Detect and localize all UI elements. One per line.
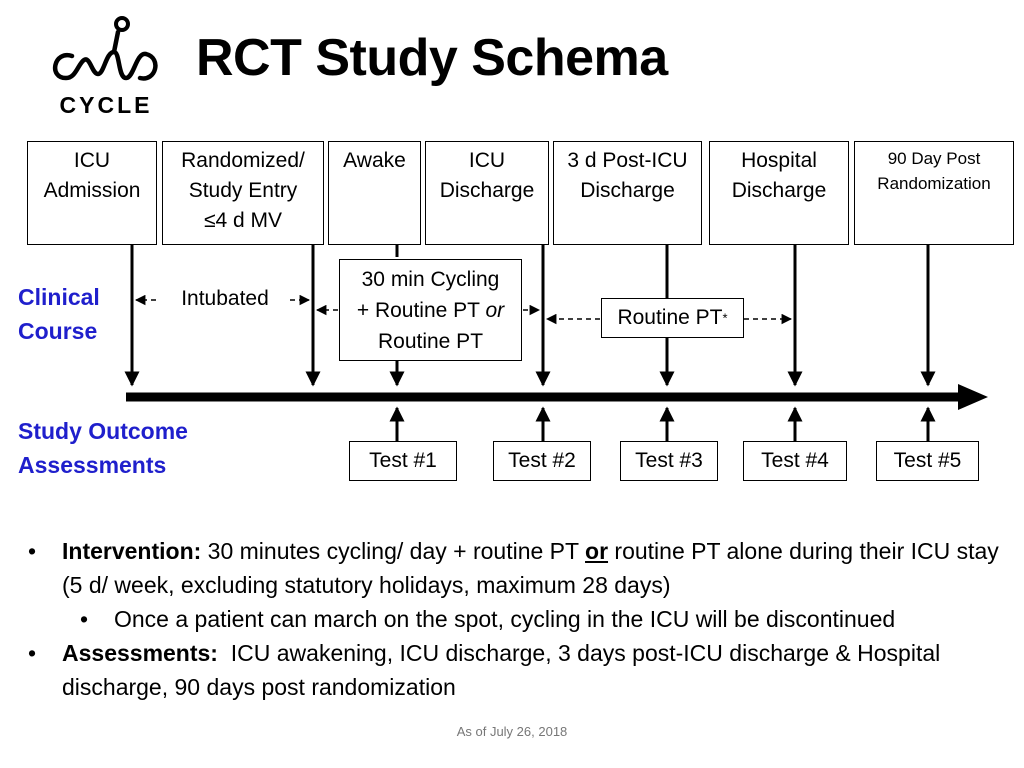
- cyclist-icon: [52, 16, 158, 81]
- intervention-text-b: routine PT alone during their ICU stay (…: [62, 538, 999, 598]
- timepoint-line: Awake: [343, 149, 406, 172]
- assessments-text: ICU awakening, ICU discharge, 3 days pos…: [62, 640, 947, 700]
- intervention-or-emphasis: or: [585, 538, 609, 564]
- page-title: RCT Study Schema: [196, 29, 668, 87]
- bullet-dot: •: [80, 606, 89, 632]
- test-1-box: Test #1: [349, 441, 457, 481]
- assessments-label: Assessments:: [62, 640, 218, 666]
- intervention-line: 30 min Cycling: [361, 268, 500, 291]
- intervention-or: or: [485, 299, 505, 322]
- test-3-box: Test #3: [620, 441, 718, 481]
- bullet-assessments: • Assessments: ICU awakening, ICU discha…: [28, 636, 1008, 704]
- timepoint-icu-admission: ICU Admission: [27, 141, 157, 245]
- footer-date: As of July 26, 2018: [456, 724, 568, 739]
- timepoint-line: 3 d Post-ICU: [567, 149, 688, 172]
- timepoint-randomized: Randomized/ Study Entry ≤4 d MV: [162, 141, 324, 245]
- intubated-label: Intubated: [166, 284, 284, 314]
- timepoint-awake: Awake: [328, 141, 421, 245]
- intervention-line: Routine PT: [377, 330, 484, 353]
- timepoint-line: Discharge: [580, 179, 675, 202]
- timepoint-line: 90 Day Post: [887, 149, 981, 168]
- timepoint-line: ICU: [73, 149, 111, 172]
- timeline-arrowhead: [958, 384, 988, 410]
- intervention-line-text: + Routine PT: [356, 299, 480, 322]
- cycle-logo: CYCLE: [44, 12, 168, 120]
- timepoint-line: Discharge: [731, 179, 827, 202]
- bullet-sub-march: • Once a patient can march on the spot, …: [28, 602, 1008, 636]
- intervention-text-a: 30 minutes cycling/ day + routine PT: [201, 538, 586, 564]
- study-outcome-line: Study Outcome: [18, 418, 188, 444]
- logo-wordmark: CYCLE: [59, 92, 153, 118]
- timepoint-hospital-discharge: Hospital Discharge: [709, 141, 849, 245]
- timepoint-line: Admission: [43, 179, 141, 202]
- routine-pt-label: Routine PT: [617, 306, 723, 329]
- test-4-box: Test #4: [743, 441, 847, 481]
- timepoint-line: Randomization: [877, 174, 991, 193]
- timepoint-line: ICU: [468, 149, 506, 172]
- routine-pt-asterisk: *: [722, 310, 728, 326]
- intervention-label: Intervention:: [62, 538, 202, 564]
- timepoint-line: Hospital: [741, 149, 817, 172]
- study-outcome-label: Study Outcome Assessments: [18, 414, 188, 482]
- clinical-course-line: Course: [18, 318, 98, 344]
- bullet-dot: •: [28, 640, 37, 666]
- schema-diagram: [124, 245, 988, 441]
- intervention-box: 30 min Cycling + Routine PT or Routine P…: [339, 259, 522, 361]
- intervention-line: + Routine PT or: [340, 295, 521, 326]
- bullet-intervention: • Intervention: 30 minutes cycling/ day …: [28, 534, 1008, 602]
- clinical-course-label: Clinical Course: [18, 280, 100, 348]
- bullet-list: • Intervention: 30 minutes cycling/ day …: [28, 534, 1008, 704]
- clinical-course-line: Clinical: [18, 284, 100, 310]
- timepoint-3d-post-icu: 3 d Post-ICU Discharge: [553, 141, 702, 245]
- timepoint-line: Discharge: [439, 179, 535, 202]
- bullet-dot: •: [28, 538, 37, 564]
- timepoint-line: ≤4 d MV: [203, 209, 283, 232]
- test-2-box: Test #2: [493, 441, 591, 481]
- timepoint-line: Randomized/: [181, 149, 305, 172]
- study-outcome-line: Assessments: [18, 452, 167, 478]
- routine-pt-box: Routine PT*: [601, 298, 744, 338]
- sub-bullet-text: Once a patient can march on the spot, cy…: [114, 606, 896, 632]
- timepoint-line: Study Entry: [188, 179, 298, 202]
- timepoint-icu-discharge: ICU Discharge: [425, 141, 549, 245]
- timepoint-90-day: 90 Day Post Randomization: [854, 141, 1014, 245]
- test-5-box: Test #5: [876, 441, 979, 481]
